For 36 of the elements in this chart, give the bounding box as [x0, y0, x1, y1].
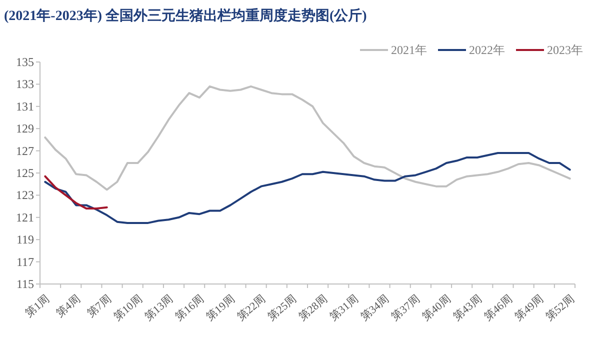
y-tick-label: 129 — [16, 122, 34, 136]
x-tick-label: 第49周 — [512, 293, 546, 324]
x-tick-label: 第34周 — [358, 293, 392, 324]
x-tick-label: 第13周 — [142, 293, 176, 324]
y-tick-label: 123 — [16, 188, 34, 202]
legend-label: 2022年 — [469, 43, 505, 57]
x-tick-label: 第40周 — [420, 293, 454, 324]
chart-title: (2021年-2023年) 全国外三元生猪出栏均重周度走势图(公斤) — [4, 7, 368, 24]
line-series — [44, 175, 108, 210]
x-tick-label: 第52周 — [544, 293, 577, 324]
y-tick-label: 135 — [16, 55, 34, 69]
x-tick-label: 第22周 — [235, 293, 268, 324]
y-tick-label: 119 — [16, 232, 34, 247]
y-tick-label: 117 — [16, 254, 34, 269]
y-tick-label: 125 — [16, 166, 34, 180]
x-tick-label: 第7周 — [84, 293, 114, 320]
x-tick-label: 第4周 — [54, 293, 83, 320]
x-tick-label: 第31周 — [328, 293, 361, 324]
y-tick-label: 133 — [16, 77, 34, 92]
y-tick-label: 115 — [16, 277, 34, 291]
legend-label: 2021年 — [391, 43, 427, 57]
x-tick-label: 第37周 — [389, 293, 422, 324]
x-tick-label: 第25周 — [266, 293, 299, 324]
x-tick-label: 第1周 — [23, 293, 52, 320]
y-tick-label: 127 — [16, 144, 34, 158]
x-tick-label: 第10周 — [112, 293, 145, 324]
x-tick-label: 第19周 — [204, 293, 238, 324]
x-tick-label: 第28周 — [296, 293, 330, 324]
x-tick-label: 第16周 — [173, 293, 206, 324]
legend-label: 2023年 — [547, 43, 583, 57]
x-tick-label: 第43周 — [451, 293, 484, 324]
y-tick-label: 121 — [16, 210, 34, 224]
y-tick-label: 131 — [16, 99, 34, 114]
line-series — [44, 85, 571, 191]
x-tick-label: 第46周 — [482, 293, 516, 324]
line-series — [44, 152, 571, 224]
